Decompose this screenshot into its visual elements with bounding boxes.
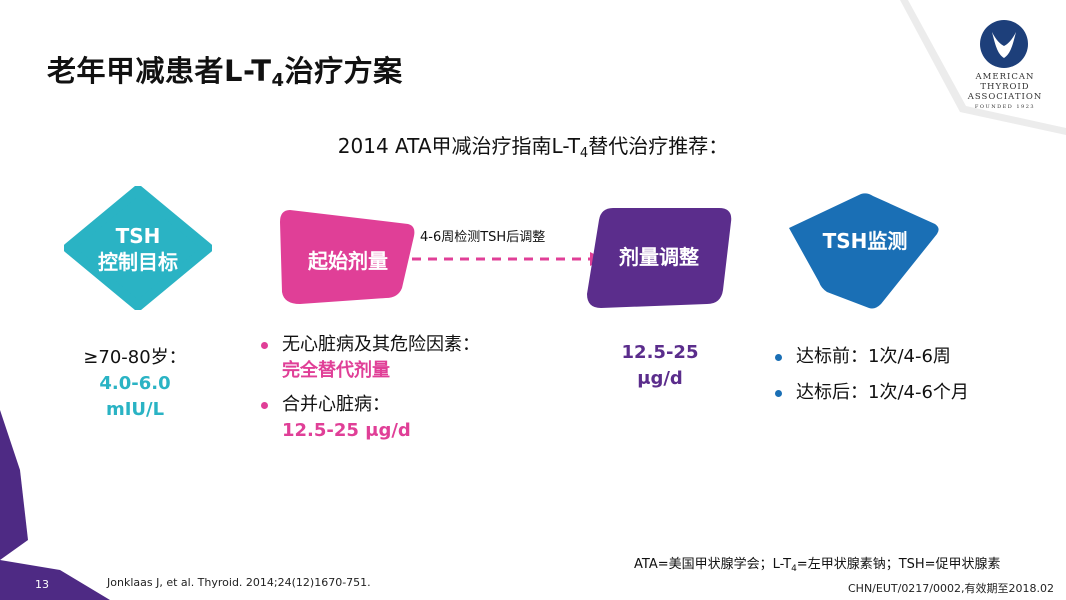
adjust-dose-value: 12.5-25 (621, 342, 699, 363)
document-code: CHN/EUT/0217/0002,有效期至2018.02 (848, 582, 1054, 595)
ata-logo: AMERICAN THYROID ASSOCIATION FOUNDED 192… (950, 18, 1060, 118)
list-item: 达标前：1次/4-6周 (772, 344, 1032, 370)
adjust-dose-unit: μg/d (637, 368, 683, 389)
list-item: 无心脏病及其危险因素： 完全替代剂量 (258, 332, 538, 384)
start-dose-shape (280, 210, 415, 304)
dose-adjust-label: 剂量调整 (619, 245, 699, 269)
tsh-range-value: 4.0-6.0 (99, 373, 171, 394)
tsh-monitor-label: TSH监测 (822, 229, 908, 253)
col4-list: 达标前：1次/4-6周 达标后：1次/4-6个月 (772, 344, 1032, 406)
reference: Jonklaas J, et al. Thyroid. 2014;24(12)1… (107, 576, 371, 589)
tsh-target-label: TSH 控制目标 (98, 224, 178, 274)
start-dose-label: 起始剂量 (308, 249, 388, 273)
dose-adjust-shape (587, 208, 732, 308)
arrow-label: 4-6周检测TSH后调整 (420, 230, 546, 245)
thyroid-logo-icon (980, 20, 1028, 68)
logo-text: AMERICAN THYROID ASSOCIATION FOUNDED 192… (967, 72, 1043, 110)
corner-decoration-bottom-left (0, 410, 110, 600)
subtitle: 2014 ATA甲减治疗指南L-T4替代治疗推荐： (337, 134, 729, 161)
page-title: 老年甲减患者L-T4治疗方案 (47, 54, 403, 91)
tsh-monitor-shape (789, 193, 939, 309)
abbreviation-note: ATA=美国甲状腺学会；L-T4=左甲状腺素钠；TSH=促甲状腺素 (634, 557, 1001, 574)
list-item: 达标后：1次/4-6个月 (772, 380, 1032, 406)
list-item: 合并心脏病： 12.5-25 μg/d (258, 392, 538, 444)
page-number: 13 (35, 578, 49, 591)
age-condition: ≥70-80岁： (83, 347, 187, 368)
adjust-arrow (412, 252, 604, 266)
col3-text: 12.5-25 μg/d (590, 340, 730, 392)
col1-text: ≥70-80岁： 4.0-6.0 mIU/L (60, 345, 210, 423)
tsh-target-shape (64, 186, 212, 310)
tsh-range-unit: mIU/L (105, 399, 165, 420)
col2-list: 无心脏病及其危险因素： 完全替代剂量 合并心脏病： 12.5-25 μg/d (258, 332, 538, 444)
